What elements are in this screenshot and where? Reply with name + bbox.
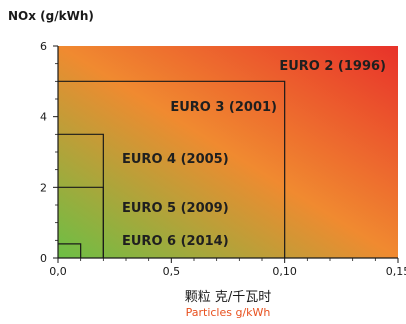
x-ticks: 0,0 0,5 0,10 0,15 <box>49 258 406 278</box>
y-axis-title: NOx (g/kWh) <box>8 9 94 23</box>
x-axis-title: 颗粒 克/千瓦时 <box>185 290 272 305</box>
y-tick-label: 4 <box>40 111 47 124</box>
region-box <box>58 186 104 258</box>
y-tick-label: 0 <box>40 252 47 265</box>
y-ticks: 0 2 4 6 <box>40 40 58 265</box>
region-label: EURO 3 (2001) <box>170 100 277 115</box>
region-box <box>58 80 286 258</box>
x-axis-subtitle: Particles g/kWh <box>186 306 271 319</box>
region-box <box>58 243 82 258</box>
x-tick-label: 0,5 <box>163 265 181 278</box>
region-boxes <box>58 80 286 258</box>
y-tick-label: 2 <box>40 181 47 194</box>
region-label: EURO 5 (2009) <box>122 201 229 216</box>
region-label: EURO 6 (2014) <box>122 234 229 249</box>
y-tick-label: 6 <box>40 40 47 53</box>
region-label: EURO 2 (1996) <box>279 59 386 74</box>
x-tick-label: 0,10 <box>272 265 297 278</box>
region-labels: EURO 2 (1996) EURO 3 (2001) EURO 4 (2005) E… <box>122 59 386 249</box>
x-tick-label: 0,0 <box>49 265 67 278</box>
region-label: EURO 4 (2005) <box>122 152 229 167</box>
x-tick-label: 0,15 <box>386 265 406 278</box>
